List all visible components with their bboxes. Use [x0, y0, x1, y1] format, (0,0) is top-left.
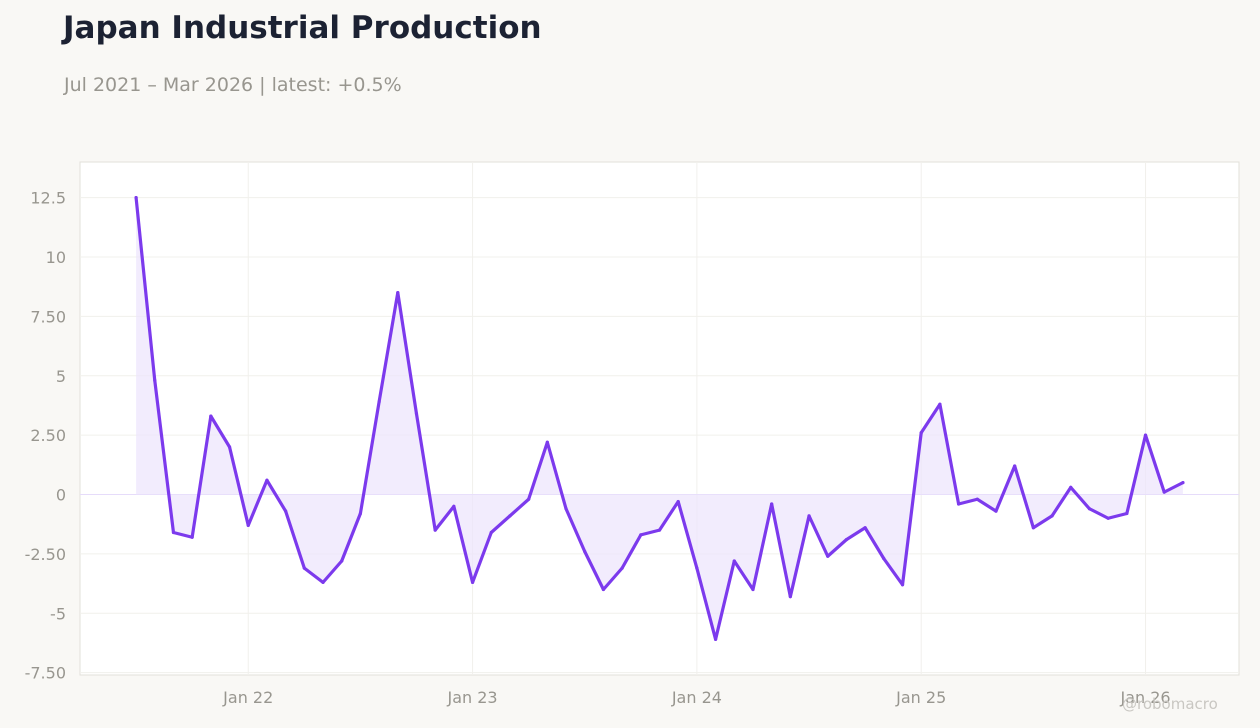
data-point — [1125, 511, 1129, 516]
data-point — [246, 523, 250, 527]
y-tick-label: -7.50 — [25, 664, 66, 683]
data-point — [1087, 507, 1092, 511]
data-point — [302, 566, 306, 570]
data-point — [265, 478, 269, 482]
data-point — [601, 587, 606, 592]
data-point — [957, 502, 961, 506]
data-point — [321, 580, 325, 584]
data-point — [938, 402, 942, 406]
data-point — [227, 445, 232, 449]
data-point — [994, 509, 998, 513]
data-point — [340, 559, 344, 563]
data-point — [358, 511, 362, 516]
area-fill — [136, 197, 1183, 640]
data-point — [452, 504, 456, 508]
data-point — [844, 538, 849, 542]
data-point — [190, 535, 194, 539]
data-point — [153, 378, 157, 383]
data-point — [1162, 490, 1166, 494]
y-tick-label: 10 — [46, 248, 66, 267]
data-point — [1143, 433, 1148, 437]
y-tick-label: 2.50 — [30, 426, 66, 445]
data-point — [770, 502, 774, 506]
data-point — [209, 414, 213, 418]
data-point — [433, 528, 437, 532]
data-point — [1013, 464, 1017, 468]
data-point — [1069, 485, 1073, 489]
data-point — [396, 291, 400, 295]
chart-subtitle: Jul 2021 – Mar 2026 | latest: +0.5% — [64, 74, 402, 96]
data-point — [882, 557, 886, 561]
data-point — [1031, 526, 1035, 530]
y-tick-label: -2.50 — [25, 545, 66, 564]
data-point — [732, 559, 736, 563]
data-point — [807, 514, 811, 518]
plot-panel — [79, 161, 1240, 676]
data-point — [751, 587, 755, 592]
data-point — [788, 595, 792, 599]
data-point — [508, 514, 512, 518]
x-tick-label: Jan 23 — [447, 688, 498, 707]
data-point — [826, 554, 830, 558]
x-axis-labels: Jan 22 Jan 23 Jan 24 Jan 25 Jan 26 — [222, 688, 1170, 707]
data-point — [377, 400, 381, 404]
y-gridlines — [80, 197, 1239, 674]
watermark: @robomacro — [1122, 695, 1218, 713]
y-tick-label: 7.50 — [30, 307, 66, 326]
data-point — [863, 526, 867, 530]
data-point — [171, 530, 176, 535]
data-point — [489, 530, 493, 535]
data-point — [975, 497, 979, 501]
y-axis-labels: 12.5 10 7.50 5 2.50 0 -2.50 -5 -7.50 — [25, 189, 66, 683]
data-point — [564, 507, 568, 511]
data-point — [1106, 516, 1110, 520]
y-tick-label: 5 — [56, 367, 66, 386]
data-point — [639, 533, 643, 537]
y-tick-label: 0 — [56, 486, 66, 505]
data-point — [657, 528, 662, 532]
y-tick-label: -5 — [50, 604, 66, 623]
data-point — [284, 509, 288, 513]
data-point — [134, 196, 138, 200]
x-tick-label: Jan 25 — [895, 688, 946, 707]
data-point — [676, 500, 680, 504]
data-point — [527, 497, 531, 501]
data-point — [583, 549, 587, 554]
data-point — [470, 580, 475, 584]
x-gridlines — [247, 162, 1147, 675]
data-point — [900, 583, 905, 587]
data-point — [695, 566, 699, 570]
data-point — [919, 431, 923, 435]
data-point — [414, 412, 419, 416]
data-point — [1050, 514, 1054, 518]
y-tick-label: 12.5 — [30, 189, 66, 208]
data-point — [713, 637, 718, 641]
x-tick-label: Jan 26 — [1119, 688, 1170, 707]
x-tick-label: Jan 24 — [671, 688, 722, 707]
data-point — [1181, 481, 1185, 485]
chart-title: Japan Industrial Production — [63, 10, 542, 46]
data-points — [134, 196, 1185, 641]
data-point — [620, 566, 624, 570]
data-point — [545, 440, 549, 444]
x-tick-label: Jan 22 — [222, 688, 273, 707]
